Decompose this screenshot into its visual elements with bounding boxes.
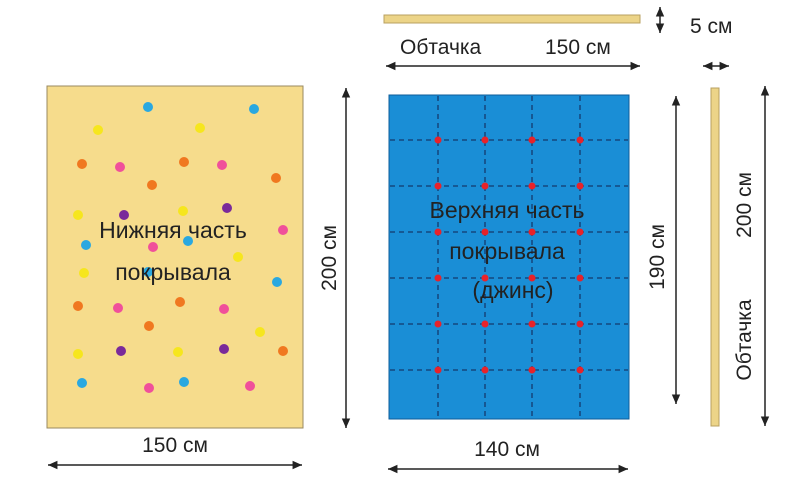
polka-dot — [178, 206, 188, 216]
bottom-panel-label-line2: покрывала — [115, 259, 231, 285]
top-panel-stitch-grid — [390, 96, 628, 418]
tie-point — [528, 182, 536, 190]
top-panel — [388, 94, 630, 420]
tie-point — [576, 228, 584, 236]
polka-dot — [115, 162, 125, 172]
polka-dot — [144, 321, 154, 331]
tie-point — [481, 320, 489, 328]
tie-point — [434, 136, 442, 144]
polka-dot — [79, 268, 89, 278]
tie-point — [576, 274, 584, 282]
top-panel-label-line3: (джинс) — [472, 277, 553, 303]
tie-point — [528, 228, 536, 236]
polka-dot — [219, 304, 229, 314]
polka-dot — [249, 104, 259, 114]
polka-dot — [278, 346, 288, 356]
top-panel-label-line1: Верхняя часть — [430, 197, 585, 223]
polka-dot — [195, 123, 205, 133]
polka-dot — [179, 157, 189, 167]
tie-point — [434, 228, 442, 236]
tie-point — [434, 366, 442, 374]
tie-point — [481, 182, 489, 190]
bottom-panel-label-line1: Нижняя часть — [99, 217, 247, 243]
top-panel-tie-points — [434, 136, 584, 374]
top-panel-width-label: 140 см — [474, 438, 540, 461]
watermark: PassionForum.ru — [717, 470, 793, 481]
tie-point — [528, 320, 536, 328]
polka-dot — [148, 242, 158, 252]
top-panel-height-label: 190 см — [646, 224, 669, 290]
polka-dot — [119, 210, 129, 220]
binding-side-length-label: 200 см — [733, 172, 756, 238]
polka-dot — [81, 240, 91, 250]
polka-dot — [219, 344, 229, 354]
tie-point — [528, 136, 536, 144]
tie-point — [481, 366, 489, 374]
tie-point — [481, 228, 489, 236]
polka-dot — [173, 347, 183, 357]
binding-strip-side — [710, 87, 720, 427]
polka-dot — [217, 160, 227, 170]
tie-point — [434, 320, 442, 328]
binding-top-label: Обтачка — [400, 36, 482, 59]
tie-point — [528, 274, 536, 282]
tie-point — [481, 136, 489, 144]
polka-dot — [147, 180, 157, 190]
binding-top-width-label: 5 см — [690, 15, 732, 38]
tie-point — [576, 136, 584, 144]
polka-dot — [77, 159, 87, 169]
polka-dot — [73, 349, 83, 359]
polka-dot — [143, 267, 153, 277]
bottom-panel-dots — [73, 102, 288, 393]
polka-dot — [113, 303, 123, 313]
bottom-panel-height-label: 200 см — [318, 225, 341, 291]
tie-point — [434, 274, 442, 282]
tie-point — [481, 274, 489, 282]
polka-dot — [222, 203, 232, 213]
polka-dot — [179, 377, 189, 387]
polka-dot — [175, 297, 185, 307]
top-panel-label-line2: покрывала — [449, 238, 565, 264]
polka-dot — [271, 173, 281, 183]
polka-dot — [116, 346, 126, 356]
polka-dot — [73, 210, 83, 220]
polka-dot — [272, 277, 282, 287]
polka-dot — [233, 252, 243, 262]
binding-top-length-label: 150 см — [545, 36, 611, 59]
tie-point — [528, 366, 536, 374]
bottom-panel-width-label: 150 см — [142, 434, 208, 457]
tie-point — [434, 182, 442, 190]
polka-dot — [73, 301, 83, 311]
tie-point — [576, 320, 584, 328]
polka-dot — [278, 225, 288, 235]
binding-strip-top — [383, 14, 641, 24]
binding-side-label: Обтачка — [733, 299, 756, 381]
polka-dot — [245, 381, 255, 391]
polka-dot — [255, 327, 265, 337]
bottom-panel — [46, 85, 304, 429]
polka-dot — [77, 378, 87, 388]
polka-dot — [93, 125, 103, 135]
tie-point — [576, 182, 584, 190]
tie-point — [576, 366, 584, 374]
polka-dot — [143, 102, 153, 112]
polka-dot — [144, 383, 154, 393]
polka-dot — [183, 236, 193, 246]
